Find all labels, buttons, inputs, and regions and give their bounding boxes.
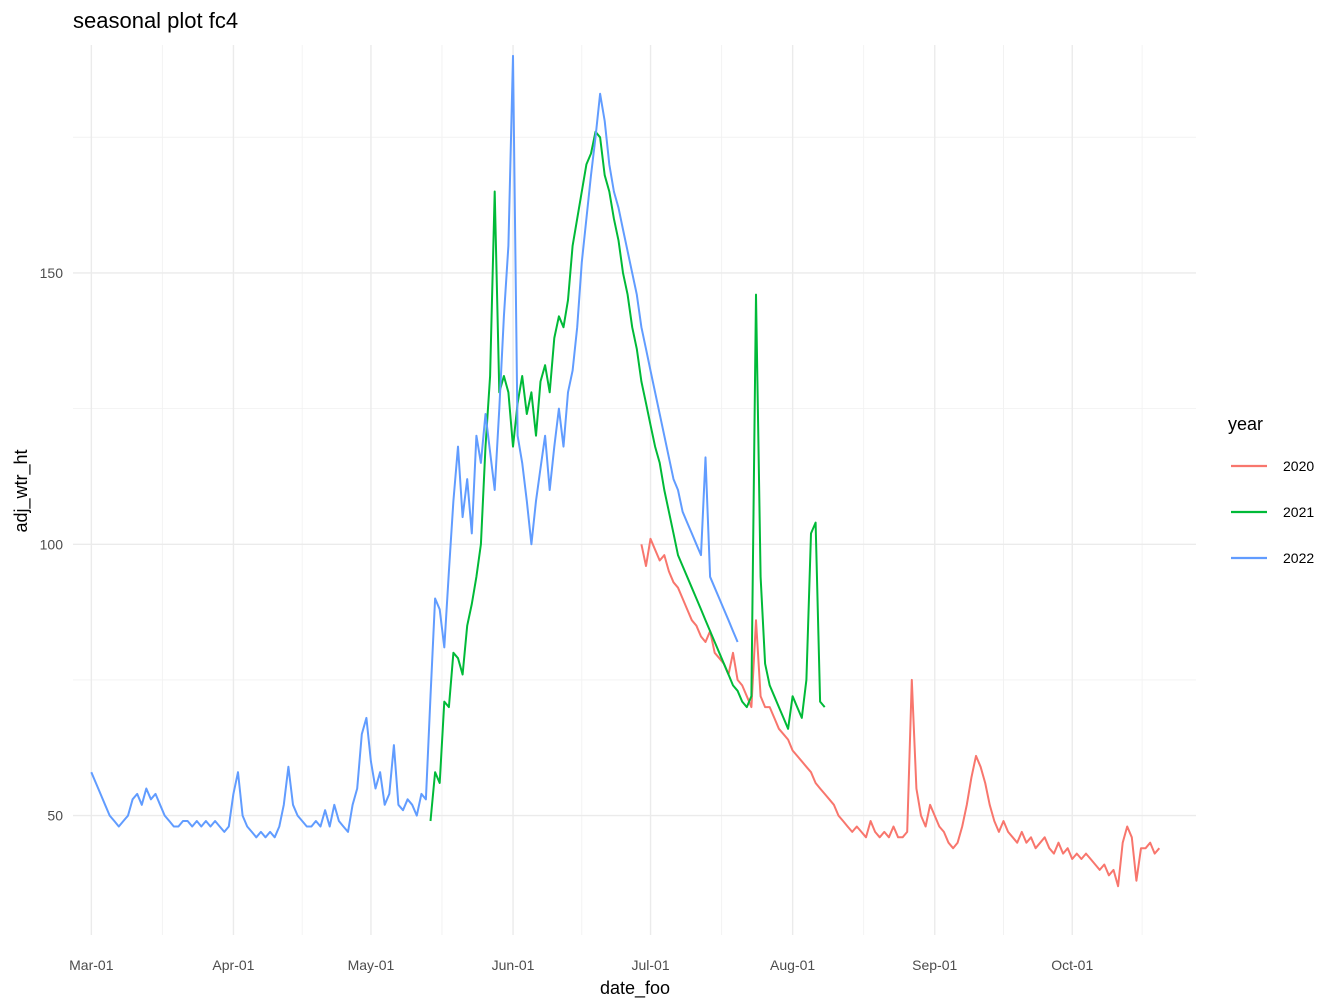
series-line-2022: [90, 54, 739, 839]
x-tick-label: Jun-01: [492, 957, 535, 973]
x-tick-label: Apr-01: [212, 957, 254, 973]
series-line-2021: [429, 130, 826, 822]
y-tick-label: 50: [47, 808, 63, 824]
y-tick-label: 150: [40, 265, 64, 281]
grid-layer: [73, 45, 1196, 935]
legend-title: year: [1228, 414, 1263, 434]
series-layer: [90, 54, 1161, 888]
x-axis-title: date_foo: [600, 978, 670, 999]
legend-label-2022: 2022: [1283, 550, 1314, 566]
axis-layer: Mar-01 Apr-01 May-01 Jun-01 Jul-01 Aug-01 Sep-…: [40, 265, 1094, 973]
x-tick-label: Jul-01: [631, 957, 669, 973]
series-line-2020: [640, 537, 1161, 888]
y-tick-label: 100: [40, 536, 64, 552]
x-tick-label: Oct-01: [1051, 957, 1093, 973]
legend-label-2020: 2020: [1283, 458, 1314, 474]
x-tick-label: May-01: [348, 957, 395, 973]
y-axis-title: adj_wtr_ht: [11, 449, 32, 532]
legend-label-2021: 2021: [1283, 504, 1314, 520]
x-tick-label: Sep-01: [912, 957, 957, 973]
x-tick-label: Mar-01: [69, 957, 114, 973]
chart-title: seasonal plot fc4: [73, 8, 238, 33]
legend: year 2020 2021 2022: [1228, 414, 1314, 566]
x-tick-label: Aug-01: [770, 957, 815, 973]
